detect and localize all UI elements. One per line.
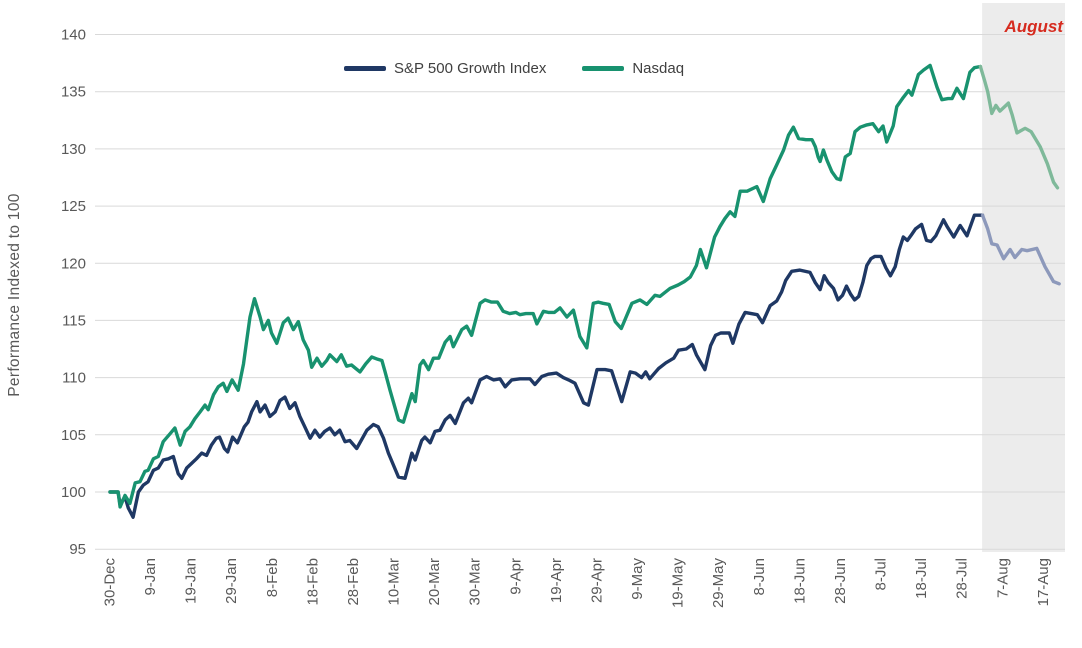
legend-item-sp500-growth: S&P 500 Growth Index xyxy=(344,60,546,77)
y-tick-label: 105 xyxy=(61,427,86,444)
x-tick-label: 29-Apr xyxy=(589,558,606,603)
august-annotation-label: August xyxy=(1004,17,1063,36)
legend-item-nasdaq: Nasdaq xyxy=(582,60,684,77)
y-tick-label: 120 xyxy=(61,255,86,272)
series-line-0-august-faded xyxy=(980,213,1061,286)
x-tick-label: 8-Feb xyxy=(264,558,281,597)
y-tick-label: 140 xyxy=(61,27,86,44)
series-line-1 xyxy=(108,63,983,509)
x-tick-label: 30-Mar xyxy=(467,558,484,606)
x-tick-label: 28-Jul xyxy=(954,558,971,599)
y-tick-label: 100 xyxy=(61,484,86,501)
x-tick-label: 30-Dec xyxy=(102,558,119,607)
sp500-growth-line-swatch xyxy=(344,66,386,71)
x-tick-label: 28-Feb xyxy=(345,558,362,606)
x-tick-label: 8-Jul xyxy=(873,558,890,591)
y-axis-title: Performance Indexed to 100 xyxy=(6,193,23,397)
x-tick-label: 19-Apr xyxy=(548,558,565,603)
x-tick-label: 18-Jul xyxy=(913,558,930,599)
y-tick-label: 115 xyxy=(62,312,86,329)
x-tick-label: 9-May xyxy=(629,558,646,600)
x-tick-label: 9-Apr xyxy=(507,558,524,595)
legend-label-sp500-growth: S&P 500 Growth Index xyxy=(394,60,547,77)
x-tick-label: 8-Jun xyxy=(751,558,768,596)
x-tick-label: 19-Jan xyxy=(183,558,200,604)
x-tick-label: 18-Jun xyxy=(791,558,808,604)
x-tick-label: 19-May xyxy=(670,558,687,609)
legend-label-nasdaq: Nasdaq xyxy=(632,60,685,77)
y-tick-label: 125 xyxy=(61,198,86,215)
x-tick-label: 29-Jan xyxy=(223,558,240,604)
x-tick-label: 17-Aug xyxy=(1035,558,1052,606)
x-tick-label: 9-Jan xyxy=(142,558,159,596)
y-tick-label: 110 xyxy=(62,370,86,387)
x-tick-label: 18-Feb xyxy=(304,558,321,606)
x-tick-label: 7-Aug xyxy=(994,558,1011,598)
x-tick-label: 28-Jun xyxy=(832,558,849,604)
y-tick-label: 130 xyxy=(61,141,86,158)
x-tick-label: 20-Mar xyxy=(426,558,443,606)
y-tick-label: 95 xyxy=(69,541,86,558)
series-line-0 xyxy=(108,213,985,519)
x-tick-label: 10-Mar xyxy=(386,558,403,606)
x-tick-label: 29-May xyxy=(710,558,727,609)
y-tick-label: 135 xyxy=(61,84,86,101)
series-line-1-august-faded xyxy=(978,64,1060,190)
chart-legend: S&P 500 Growth Index Nasdaq xyxy=(344,60,684,77)
nasdaq-line-swatch xyxy=(582,66,625,71)
